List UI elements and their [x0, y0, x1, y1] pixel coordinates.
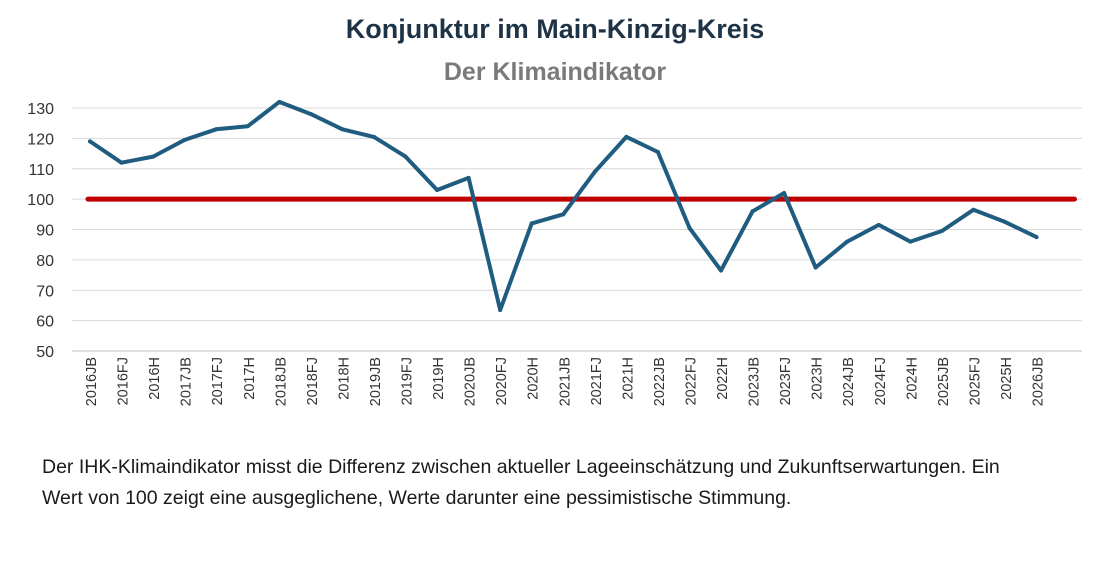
- y-tick-label: 60: [36, 314, 54, 331]
- data-point: [939, 229, 944, 234]
- x-tick-label: 2024FJ: [873, 357, 889, 405]
- x-tick-label: 2019H: [431, 357, 447, 400]
- data-point: [813, 265, 818, 270]
- data-point: [845, 239, 850, 244]
- line-chart: 50 60 70 80 90 100 110 120 130 2016JB 2016FJ 2016H 2…: [27, 99, 1082, 406]
- x-tick-label: 2019JB: [368, 357, 384, 406]
- data-point: [245, 124, 250, 129]
- x-tick-label: 2018FJ: [305, 357, 321, 405]
- x-tick-label: 2017JB: [179, 357, 195, 406]
- data-point: [466, 175, 471, 180]
- x-tick-label: 2026JB: [1031, 357, 1047, 406]
- data-point: [908, 239, 913, 244]
- data-point: [750, 209, 755, 214]
- x-tick-label: 2023FJ: [778, 357, 794, 405]
- y-tick-label: 80: [36, 253, 54, 270]
- data-point: [371, 134, 376, 139]
- x-tick-label: 2020FJ: [494, 357, 510, 405]
- data-point: [403, 154, 408, 159]
- data-point: [719, 268, 723, 273]
- y-tick-label: 50: [36, 344, 54, 361]
- x-tick-label: 2018JB: [273, 357, 289, 406]
- x-tick-label: 2021H: [620, 357, 636, 400]
- chart-title: Konjunktur im Main-Kinzig-Kreis: [345, 14, 765, 44]
- data-point: [88, 139, 92, 144]
- x-tick-label: 2025H: [999, 357, 1015, 400]
- data-point: [876, 222, 881, 227]
- x-tick-label: 2022FJ: [683, 357, 699, 405]
- data-point: [119, 160, 124, 165]
- data-point: [277, 99, 282, 104]
- x-tick-label: 2016H: [147, 357, 163, 400]
- x-tick-label: 2019FJ: [400, 357, 416, 405]
- x-tick-label: 2022JB: [652, 357, 668, 406]
- y-tick-label: 130: [27, 101, 54, 118]
- x-tick-label: 2017FJ: [210, 357, 226, 405]
- data-point: [782, 191, 787, 196]
- chart-subtitle: Der Klimaindikator: [443, 58, 667, 86]
- x-tick-label: 2024JB: [841, 357, 857, 406]
- data-point: [971, 207, 976, 212]
- x-tick-label: 2020JB: [463, 357, 479, 406]
- data-point: [592, 169, 597, 174]
- data-point: [529, 221, 534, 226]
- x-tick-label: 2021FJ: [589, 357, 605, 405]
- y-tick-label: 110: [28, 162, 54, 179]
- y-tick-label: 100: [27, 192, 54, 209]
- x-tick-label: 2016FJ: [116, 357, 132, 405]
- x-tick-label: 2024H: [904, 357, 920, 400]
- data-point: [308, 112, 313, 117]
- data-point: [624, 134, 629, 139]
- y-tick-label: 90: [36, 223, 54, 240]
- x-tick-label: 2016JB: [84, 357, 100, 406]
- data-point: [1034, 235, 1039, 240]
- data-point: [435, 188, 440, 193]
- data-point: [340, 127, 345, 132]
- data-point: [182, 137, 187, 142]
- data-point: [561, 212, 566, 217]
- x-tick-label: 2025FJ: [967, 357, 983, 405]
- x-tick-label: 2022H: [715, 357, 731, 400]
- x-tick-label: 2023H: [810, 357, 826, 400]
- data-point: [151, 154, 156, 159]
- x-tick-label: 2023JB: [747, 357, 763, 406]
- x-tick-label: 2020H: [526, 357, 542, 400]
- data-point: [1002, 219, 1007, 224]
- data-point: [498, 307, 503, 312]
- y-tick-label: 70: [36, 283, 54, 300]
- chart-caption: Der IHK-Klimaindikator misst die Differe…: [42, 456, 1000, 509]
- x-tick-label: 2017H: [242, 357, 258, 400]
- x-tick-label: 2018H: [336, 357, 352, 400]
- data-point: [655, 150, 660, 155]
- x-tick-label: 2025JB: [936, 357, 952, 406]
- x-tick-label: 2021JB: [557, 357, 573, 406]
- data-point: [214, 127, 219, 132]
- data-point: [687, 225, 692, 230]
- series-line: [88, 99, 1039, 312]
- y-tick-label: 120: [27, 131, 54, 148]
